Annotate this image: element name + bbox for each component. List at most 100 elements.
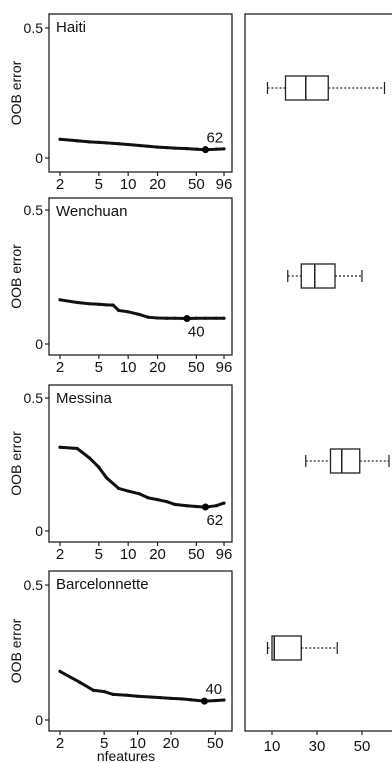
- data-point: [75, 300, 79, 305]
- x-tick-label: 50: [207, 735, 224, 752]
- data-point: [165, 146, 169, 150]
- y-axis-label: OOB error: [8, 244, 24, 309]
- data-point: [126, 489, 130, 493]
- plot-frame: [48, 197, 233, 356]
- data-point: [165, 500, 169, 504]
- x-tick-label: 96: [216, 176, 233, 193]
- data-point: [194, 147, 198, 151]
- plot-frame: [48, 384, 233, 543]
- data-point: [155, 498, 160, 502]
- data-point: [214, 147, 218, 151]
- data-point: [222, 316, 226, 320]
- x-axis-label: nfeatures: [97, 748, 155, 763]
- data-point: [104, 141, 109, 145]
- data-point: [185, 504, 189, 508]
- data-point: [194, 504, 198, 509]
- x-tick-label: 10: [120, 359, 137, 376]
- data-point: [180, 697, 184, 701]
- data-point: [87, 140, 91, 144]
- box-iqr: [300, 263, 336, 289]
- data-point: [58, 137, 62, 141]
- data-point: [102, 690, 106, 694]
- box-wenchuan: [287, 263, 363, 289]
- data-point: [58, 669, 62, 674]
- y-tick-label: 0.5: [24, 202, 44, 218]
- x-tick-label: 2: [56, 546, 64, 563]
- y-tick-label: 0: [35, 336, 43, 352]
- data-point: [155, 145, 160, 149]
- data-point: [137, 312, 141, 317]
- data-point: [126, 310, 130, 314]
- x-tick-label: 96: [216, 546, 233, 563]
- x-tick-label: 10: [120, 546, 137, 563]
- optimum-marker: [183, 315, 191, 323]
- y-tick-label: 0.5: [24, 390, 44, 406]
- data-point: [169, 696, 173, 701]
- data-point: [188, 698, 193, 702]
- y-tick-label: 0.5: [24, 20, 44, 36]
- series-line: [59, 670, 225, 703]
- optimum-label: 62: [206, 130, 223, 147]
- x-tick-label: 2: [56, 176, 64, 193]
- data-point: [173, 316, 177, 320]
- data-point: [137, 492, 141, 496]
- data-point: [214, 316, 218, 320]
- data-point: [117, 308, 121, 313]
- panel-1: [45, 13, 233, 176]
- data-point: [117, 486, 121, 491]
- x-tick-label: 50: [188, 359, 205, 376]
- x-tick-label: 96: [216, 359, 233, 376]
- y-axis-label: OOB error: [8, 431, 24, 496]
- x-tick-label: 5: [95, 359, 103, 376]
- boxplot-frame: [244, 13, 392, 732]
- data-point: [173, 146, 177, 150]
- data-point: [75, 139, 79, 143]
- data-point: [155, 316, 160, 320]
- plot-frame: [48, 570, 233, 732]
- y-axis-label: OOB error: [8, 618, 24, 683]
- optimum-label: 40: [205, 681, 222, 698]
- panel-title: Haiti: [56, 19, 86, 36]
- data-point: [97, 465, 101, 469]
- optimum-label: 40: [188, 324, 205, 341]
- plot-frame: [48, 13, 233, 173]
- data-point: [104, 476, 109, 480]
- x-tick-label: 5: [95, 546, 103, 563]
- data-point: [87, 302, 91, 306]
- optimum-marker: [201, 503, 209, 511]
- x-tick-label: 50: [354, 738, 371, 755]
- x-tick-label: 50: [188, 176, 205, 193]
- data-point: [136, 694, 140, 698]
- box-iqr: [271, 635, 302, 661]
- y-tick-label: 0: [35, 712, 43, 728]
- y-tick-label: 0: [35, 523, 43, 539]
- data-point: [146, 144, 150, 148]
- data-point: [213, 698, 217, 703]
- data-point: [222, 698, 226, 702]
- panel-title: Wenchuan: [56, 203, 127, 220]
- data-point: [58, 298, 62, 302]
- data-point: [214, 504, 218, 508]
- data-point: [137, 143, 141, 148]
- series-line: [59, 298, 224, 321]
- panel-title: Messina: [56, 390, 113, 407]
- data-point: [111, 692, 115, 696]
- box-iqr: [329, 448, 361, 474]
- data-point: [91, 688, 96, 692]
- y-tick-label: 0: [35, 150, 43, 166]
- x-tick-label: 5: [100, 735, 108, 752]
- box-iqr: [284, 75, 329, 101]
- optimum-label: 62: [206, 512, 223, 529]
- x-tick-label: 2: [56, 735, 64, 752]
- panel-3: [45, 384, 233, 546]
- data-point: [165, 316, 169, 320]
- data-point: [117, 142, 121, 146]
- x-tick-label: 10: [264, 738, 281, 755]
- data-point: [173, 502, 177, 506]
- box-messina: [305, 448, 390, 474]
- data-point: [97, 140, 101, 144]
- data-point: [126, 142, 130, 147]
- y-axis-label: OOB error: [8, 60, 24, 125]
- data-point: [146, 315, 150, 319]
